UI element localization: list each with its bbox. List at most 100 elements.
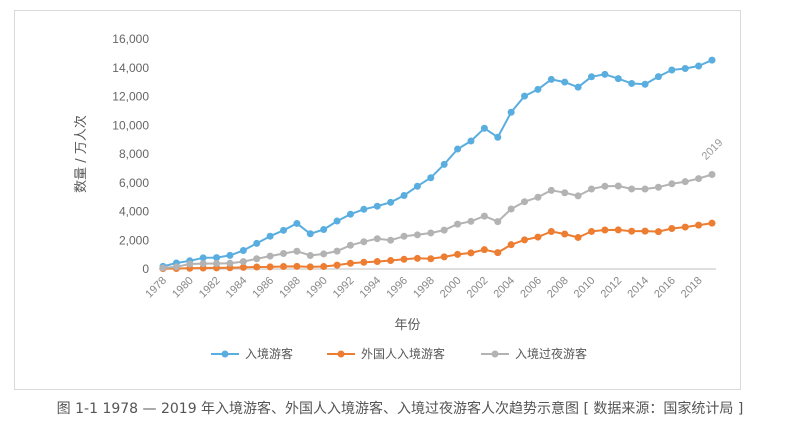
data-point (561, 189, 569, 197)
data-point (561, 78, 569, 86)
x-axis-title: 年份 (394, 318, 420, 333)
data-point (681, 223, 689, 231)
data-point (628, 79, 636, 87)
y-tick-label: 8,000 (119, 147, 149, 161)
data-point (306, 230, 314, 238)
data-point (614, 226, 622, 234)
data-point (521, 198, 529, 206)
data-point (654, 228, 662, 236)
y-tick-label: 0 (142, 262, 149, 276)
legend-item: 入境过夜游客 (481, 346, 587, 361)
data-point (333, 217, 341, 225)
data-point (387, 198, 395, 206)
line-chart: 0 2,000 4,000 6,000 8,000 10,000 12,000 14,000 1… (73, 32, 726, 361)
data-point (253, 263, 261, 271)
data-point (400, 232, 408, 240)
x-tick-label: 1984 (224, 275, 250, 301)
legend-label: 外国人入境游客 (361, 346, 445, 361)
data-point (601, 226, 609, 234)
y-tick-label: 16,000 (112, 32, 149, 46)
data-point (186, 260, 194, 268)
data-point (213, 260, 221, 268)
data-point (400, 255, 408, 263)
data-point (521, 92, 529, 100)
data-point (387, 257, 395, 265)
data-point (467, 249, 475, 257)
data-point (547, 227, 555, 235)
data-point (387, 236, 395, 244)
y-tick-label: 10,000 (112, 118, 149, 132)
data-point (199, 260, 207, 268)
data-point (574, 83, 582, 91)
data-point (480, 124, 488, 132)
data-point (427, 229, 435, 237)
data-point (293, 262, 301, 270)
data-point (695, 175, 703, 183)
data-point (266, 263, 274, 271)
data-point (293, 219, 301, 227)
series-line (162, 59, 713, 268)
x-tick-label: 1988 (277, 275, 303, 301)
data-point (360, 205, 368, 213)
data-point (172, 263, 180, 271)
data-point (280, 263, 288, 271)
data-point (306, 263, 314, 271)
data-point (400, 192, 408, 200)
data-point (413, 254, 421, 262)
y-tick-label: 6,000 (119, 176, 149, 190)
x-tick-label: 2004 (491, 275, 517, 301)
legend-item: 入境游客 (211, 346, 293, 361)
y-tick-label: 4,000 (119, 205, 149, 219)
data-point (494, 249, 502, 257)
data-point (226, 251, 234, 259)
data-point (480, 246, 488, 254)
data-point (708, 219, 716, 227)
data-point (413, 182, 421, 190)
x-tick-label: 2010 (572, 275, 598, 301)
x-tick-label: 2016 (652, 275, 678, 301)
x-tick-label: 2006 (518, 275, 544, 301)
end-year-annotation: 2019 (700, 137, 726, 163)
data-point (547, 186, 555, 194)
data-point (507, 241, 515, 249)
x-tick-label: 2002 (465, 275, 491, 301)
x-tick-label: 1996 (384, 275, 410, 301)
data-point (494, 218, 502, 226)
x-tick-label: 1998 (411, 275, 437, 301)
data-point (239, 247, 247, 255)
figure-caption: 图 1-1 1978 — 2019 年入境游客、外国人入境游客、入境过夜游客人次… (56, 401, 744, 417)
data-point (373, 202, 381, 210)
data-point (454, 220, 462, 228)
data-point (266, 232, 274, 240)
x-tick-label: 1978 (143, 275, 169, 301)
data-point (360, 238, 368, 246)
data-point (695, 221, 703, 229)
data-point (601, 182, 609, 190)
data-point (641, 227, 649, 235)
data-point (628, 185, 636, 193)
data-point (454, 250, 462, 258)
legend-marker (491, 350, 499, 358)
data-point (320, 250, 328, 258)
data-point (534, 85, 542, 93)
data-point (547, 75, 555, 83)
data-point (159, 264, 167, 272)
data-point (681, 178, 689, 186)
data-point (574, 233, 582, 241)
data-point (654, 183, 662, 191)
legend-marker (221, 350, 229, 358)
data-point (507, 108, 515, 116)
data-point (574, 192, 582, 200)
data-point (708, 56, 716, 64)
data-point (614, 75, 622, 83)
data-point (454, 145, 462, 153)
x-tick-label: 1980 (170, 275, 196, 301)
data-point (695, 62, 703, 70)
data-point (521, 236, 529, 244)
x-tick-label: 2000 (438, 275, 464, 301)
data-point (320, 226, 328, 234)
data-point (346, 241, 354, 249)
data-point (253, 255, 261, 263)
legend-label: 入境过夜游客 (515, 346, 587, 361)
data-point (534, 193, 542, 201)
